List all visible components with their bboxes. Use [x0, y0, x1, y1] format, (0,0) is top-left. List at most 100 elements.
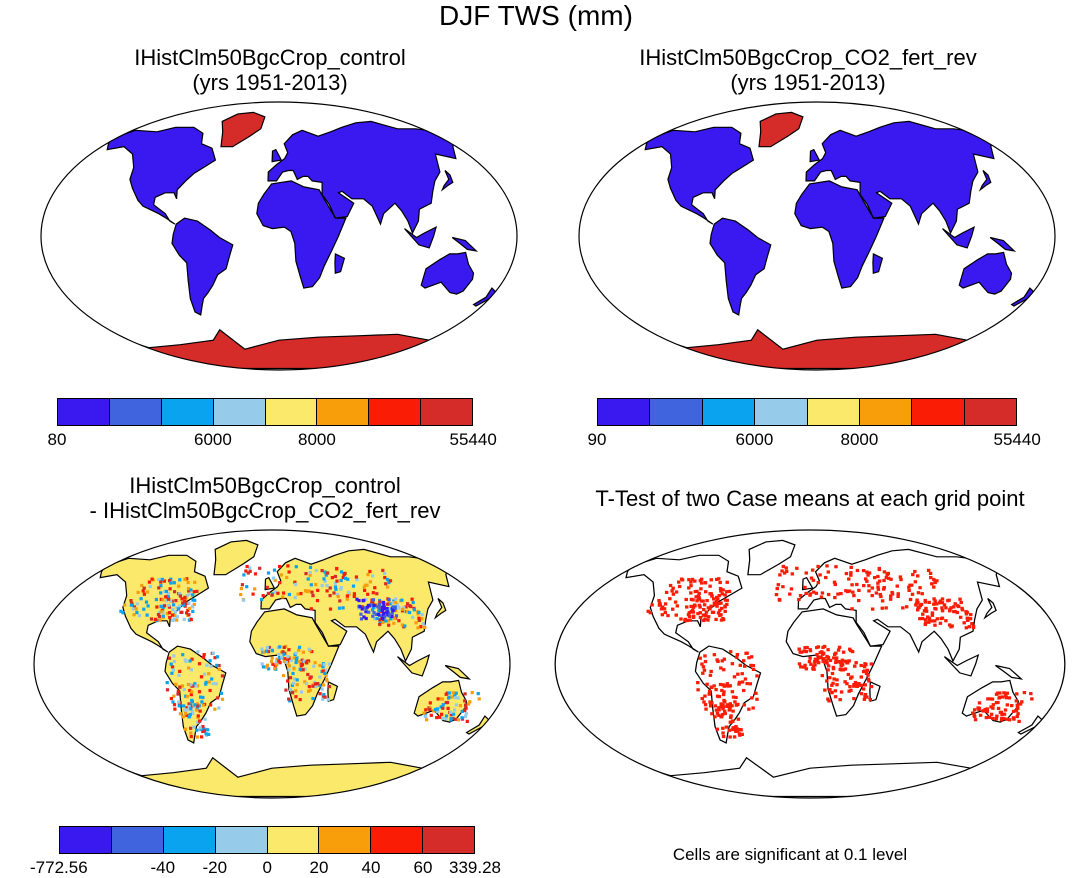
significant-cell	[838, 698, 842, 702]
significant-cell	[748, 682, 753, 686]
difference-cell	[335, 566, 339, 571]
significant-cell	[816, 645, 821, 649]
significant-cell	[723, 711, 727, 716]
difference-cell	[368, 580, 372, 584]
significant-cell	[708, 704, 713, 708]
difference-cell	[311, 697, 315, 701]
difference-cell	[419, 625, 423, 629]
significant-cell	[803, 646, 807, 650]
significant-cell	[874, 591, 879, 595]
difference-cell	[291, 681, 296, 685]
difference-cell	[409, 604, 413, 609]
difference-cell	[253, 572, 258, 576]
figure-title: DJF TWS (mm)	[439, 0, 633, 31]
significant-cell	[749, 663, 753, 667]
difference-cell	[318, 683, 322, 687]
difference-cell	[177, 584, 181, 588]
difference-cell	[306, 672, 310, 677]
significant-cell	[821, 659, 825, 663]
significant-cell	[849, 573, 853, 577]
significant-cell	[735, 727, 739, 731]
difference-cell	[323, 570, 327, 574]
difference-cell	[332, 591, 336, 595]
significant-cell	[832, 677, 836, 681]
difference-cell	[373, 586, 377, 590]
significant-cell	[797, 662, 802, 666]
difference-cell	[123, 603, 127, 607]
significant-cell	[996, 706, 1001, 710]
difference-cell	[341, 575, 345, 580]
difference-cell	[189, 668, 193, 672]
difference-cell	[201, 725, 205, 729]
significant-cell	[1011, 709, 1016, 713]
significant-cell	[811, 590, 816, 594]
significant-cell	[857, 599, 861, 603]
significant-cell	[826, 697, 830, 701]
difference-cell	[382, 607, 387, 611]
difference-cell	[400, 623, 404, 627]
significant-cell	[823, 688, 827, 692]
difference-cell	[303, 667, 307, 671]
difference-cell	[207, 672, 211, 676]
significant-cell	[722, 690, 726, 694]
significant-cell	[1010, 704, 1014, 708]
significant-cell	[708, 700, 712, 704]
significant-cell	[884, 575, 889, 580]
significant-cell	[729, 714, 733, 718]
difference-cell	[321, 665, 325, 669]
difference-cell	[204, 682, 208, 686]
difference-cell	[423, 625, 427, 630]
significant-cell	[884, 606, 888, 610]
significant-cell	[867, 571, 872, 575]
significant-cell	[732, 675, 737, 679]
difference-cell	[187, 589, 191, 593]
difference-cell	[322, 577, 326, 581]
difference-cell	[315, 599, 320, 603]
difference-cell	[328, 607, 333, 611]
significant-cell	[996, 700, 1000, 705]
difference-cell	[300, 658, 304, 662]
significant-cell	[837, 645, 842, 649]
difference-cell	[301, 650, 305, 654]
colorbar-box	[109, 399, 162, 425]
significant-cell	[823, 660, 828, 664]
land-uk	[271, 148, 283, 163]
difference-cell	[378, 618, 382, 622]
difference-cell	[251, 592, 255, 596]
difference-cell	[333, 581, 337, 585]
land-eurasia	[805, 120, 995, 235]
difference-cell	[322, 663, 326, 667]
significant-cell	[1017, 719, 1021, 723]
colorbar-box	[650, 399, 703, 425]
difference-cell	[155, 605, 159, 609]
difference-cell	[166, 595, 170, 599]
significant-cell	[870, 594, 874, 598]
significant-cell	[899, 578, 903, 582]
significant-cell	[679, 577, 684, 581]
significant-cell	[720, 659, 725, 663]
difference-cell	[387, 613, 392, 617]
significant-cell	[673, 600, 678, 604]
difference-cell	[192, 684, 196, 688]
difference-cell	[262, 650, 266, 654]
significant-cell	[879, 594, 883, 599]
significant-cell	[721, 734, 726, 739]
colorbar-box	[319, 827, 372, 853]
difference-cell	[168, 587, 172, 591]
panel4-title: T-Test of two Case means at each grid po…	[550, 486, 1070, 511]
significant-cell	[820, 650, 824, 654]
significant-cell	[969, 613, 973, 617]
difference-cell	[196, 720, 200, 724]
significant-cell	[923, 622, 928, 627]
significant-cell	[733, 700, 737, 704]
significant-cell	[650, 603, 654, 607]
difference-cell	[270, 649, 274, 653]
significant-cell	[735, 655, 739, 659]
significant-cell	[716, 601, 720, 605]
difference-cell	[365, 605, 369, 609]
significant-cell	[721, 707, 725, 711]
significant-cell	[684, 597, 688, 602]
difference-cell	[168, 579, 172, 583]
difference-cell	[171, 700, 175, 704]
significant-cell	[723, 598, 728, 602]
